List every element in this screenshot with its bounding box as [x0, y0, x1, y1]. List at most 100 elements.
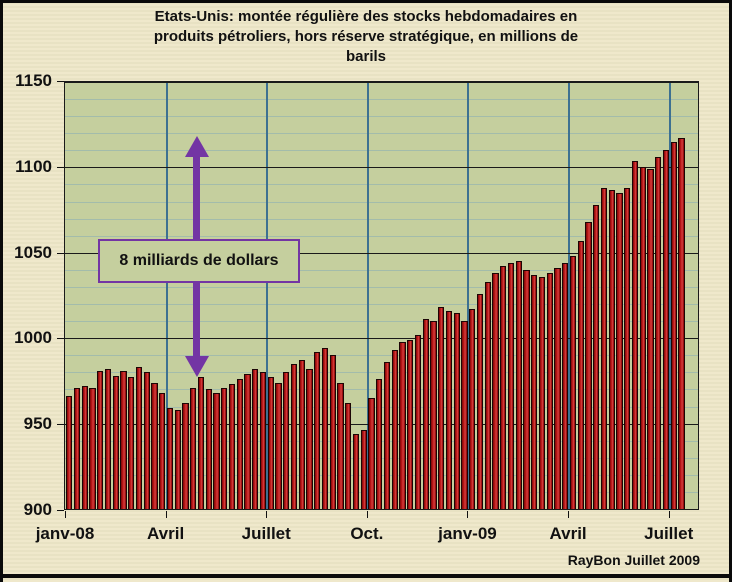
bar-week-55	[484, 281, 491, 509]
y-tick	[57, 252, 64, 254]
minor-gridline	[65, 355, 698, 357]
bar-week-12	[151, 382, 158, 509]
major-gridline	[65, 82, 698, 83]
bar-week-75	[639, 167, 646, 509]
bar-week-1	[66, 396, 73, 509]
y-tick	[57, 510, 64, 511]
y-tick	[57, 338, 64, 340]
minor-gridline	[65, 235, 698, 237]
minor-gridline	[65, 321, 698, 323]
chart-title-line1: Etats-Unis: montée régulière des stocks …	[154, 8, 578, 25]
x-tick	[366, 511, 368, 518]
chart-title-line2: produits pétroliers, hors réserve straté…	[153, 28, 579, 45]
minor-gridline	[65, 304, 698, 306]
bar-week-32	[306, 368, 313, 509]
down-arrowhead-icon	[185, 356, 209, 377]
bar-week-64	[554, 268, 561, 509]
bar-week-52	[461, 321, 468, 509]
bar-week-44	[399, 341, 406, 509]
bar-week-28	[275, 382, 282, 509]
bar-week-46	[414, 334, 421, 509]
bar-week-78	[662, 150, 669, 509]
bar-week-34	[321, 348, 328, 509]
x-gridline	[668, 82, 671, 509]
bar-week-18	[197, 377, 204, 509]
x-axis-label: Oct.	[350, 524, 384, 543]
bar-week-54	[476, 293, 483, 509]
bar-week-43	[391, 350, 398, 509]
x-tick	[568, 511, 570, 518]
y-axis-label: 1000	[14, 328, 52, 348]
bar-week-8	[120, 370, 127, 509]
bar-week-38	[352, 433, 359, 509]
bar-week-37	[345, 403, 352, 509]
bar-week-66	[569, 256, 576, 509]
x-tick	[266, 511, 268, 518]
minor-gridline	[65, 372, 698, 374]
bar-week-10	[135, 367, 142, 509]
bar-week-35	[329, 355, 336, 509]
minor-gridline	[65, 269, 698, 271]
bar-week-40	[368, 397, 375, 509]
bar-week-21	[221, 387, 228, 509]
bar-week-79	[670, 141, 677, 509]
y-tick	[57, 166, 64, 168]
minor-gridline	[65, 133, 698, 135]
x-axis-label: janv-08	[35, 524, 95, 543]
x-gridline	[366, 82, 369, 509]
bar-week-59	[515, 261, 522, 509]
annotation-label: 8 milliards de dollars	[119, 252, 279, 269]
major-gridline	[65, 338, 698, 340]
bar-week-51	[453, 312, 460, 509]
x-axis: janv-08 Avril Juillet Oct. janv-09 Avril Juill…	[36, 510, 699, 556]
major-gridline	[65, 167, 698, 169]
minor-gridline	[65, 184, 698, 186]
y-tick	[57, 81, 64, 82]
minor-gridline	[65, 150, 698, 152]
bar-week-76	[647, 169, 654, 509]
bar-week-72	[616, 193, 623, 509]
x-gridline	[568, 82, 571, 509]
y-axis: 900 950 1000 1050 1100 1150	[0, 71, 64, 519]
minor-gridline	[65, 286, 698, 288]
bar-week-45	[407, 339, 414, 509]
chart-title: Etats-Unis: montée régulière des stocks …	[0, 7, 732, 67]
bar-week-4	[89, 387, 96, 509]
bar-week-17	[190, 387, 197, 509]
bar-week-30	[290, 363, 297, 509]
up-arrowhead-icon	[185, 136, 209, 157]
bar-week-57	[500, 266, 507, 509]
bar-week-47	[422, 319, 429, 509]
chart-title-line3: barils	[345, 48, 387, 65]
bar-week-27	[267, 377, 274, 509]
bar-week-68	[585, 222, 592, 509]
bar-week-74	[631, 160, 638, 509]
bar-week-36	[337, 382, 344, 509]
bar-week-80	[678, 138, 685, 509]
bar-week-69	[593, 204, 600, 509]
bar-week-60	[523, 269, 530, 509]
bar-week-14	[166, 408, 173, 509]
major-gridline	[65, 252, 698, 254]
x-tick	[65, 511, 66, 518]
y-axis-label: 950	[23, 414, 52, 434]
x-tick	[165, 511, 167, 518]
bar-week-42	[383, 362, 390, 509]
bar-week-41	[376, 379, 383, 509]
bar-week-33	[314, 351, 321, 509]
x-gridline	[165, 82, 168, 509]
bar-week-11	[143, 372, 150, 509]
bar-week-9	[128, 377, 135, 509]
x-axis-label: Juillet	[644, 524, 694, 543]
bar-week-25	[252, 368, 259, 509]
bar-week-61	[531, 275, 538, 509]
bar-week-6	[104, 368, 111, 509]
bar-week-77	[655, 157, 662, 509]
y-axis-label: 1100	[15, 156, 52, 176]
bar-week-3	[81, 386, 88, 509]
x-axis-label: Avril	[147, 524, 185, 543]
bar-week-13	[159, 392, 166, 509]
minor-gridline	[65, 218, 698, 220]
bar-week-7	[112, 375, 119, 509]
